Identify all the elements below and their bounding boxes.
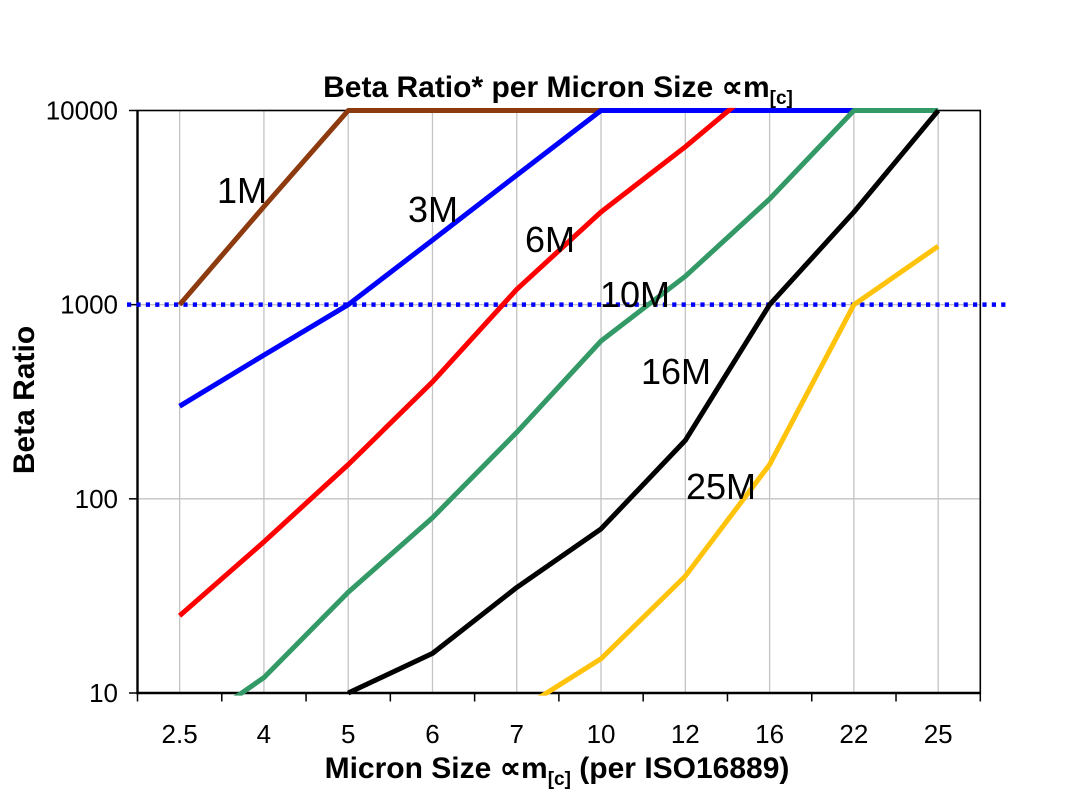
- series-line-16M: [347, 108, 941, 696]
- series-label-6M: 6M: [525, 219, 575, 260]
- series-label-25M: 25M: [686, 466, 756, 507]
- x-tick-label-25: 25: [924, 719, 953, 749]
- x-tick-label-22: 22: [839, 719, 868, 749]
- y-tick-label-10000: 10000: [46, 96, 118, 126]
- x-tick-label-12: 12: [671, 719, 700, 749]
- x-tick-label-10: 10: [587, 719, 616, 749]
- series-label-3M: 3M: [408, 189, 458, 230]
- chart-title: Beta Ratio* per Micron Size ∝m[c]: [323, 71, 793, 109]
- x-tick-label-7: 7: [510, 719, 524, 749]
- x-tick-label-16: 16: [755, 719, 784, 749]
- x-axis-label: Micron Size ∝m[c] (per ISO16889): [325, 752, 790, 790]
- series-line-10M: [233, 108, 939, 696]
- series-label-1M: 1M: [217, 170, 267, 211]
- series-line-6M: [177, 107, 736, 618]
- x-tick-label-4: 4: [257, 719, 271, 749]
- series-label-16M: 16M: [641, 351, 711, 392]
- y-axis-label: Beta Ratio: [8, 326, 41, 474]
- x-tick-label-5: 5: [341, 719, 355, 749]
- series-label-10M: 10M: [600, 274, 670, 315]
- x-tick-label-6: 6: [425, 719, 439, 749]
- y-tick-label-100: 100: [75, 484, 118, 514]
- x-tick-label-2.5: 2.5: [162, 719, 198, 749]
- gridlines: [137, 110, 981, 693]
- series-line-1M: [177, 108, 601, 307]
- series-lines: [177, 107, 941, 696]
- y-tick-label-10: 10: [89, 678, 118, 708]
- y-tick-label-1000: 1000: [60, 290, 118, 320]
- series-line-3M: [178, 108, 854, 409]
- series-line-25M: [537, 244, 940, 696]
